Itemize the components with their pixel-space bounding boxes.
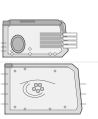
- Circle shape: [24, 68, 26, 70]
- FancyBboxPatch shape: [63, 32, 77, 36]
- Circle shape: [49, 53, 51, 55]
- Circle shape: [14, 106, 16, 108]
- Circle shape: [38, 83, 42, 87]
- Polygon shape: [5, 64, 82, 114]
- Circle shape: [11, 53, 13, 55]
- Polygon shape: [40, 45, 61, 47]
- Circle shape: [54, 53, 56, 55]
- Circle shape: [24, 108, 26, 110]
- Polygon shape: [40, 33, 61, 35]
- Circle shape: [29, 53, 31, 55]
- Polygon shape: [3, 21, 68, 57]
- Circle shape: [14, 70, 16, 72]
- Polygon shape: [5, 64, 12, 67]
- Circle shape: [34, 83, 38, 87]
- Polygon shape: [40, 37, 61, 39]
- Circle shape: [54, 70, 56, 72]
- Circle shape: [49, 108, 51, 110]
- Circle shape: [36, 89, 40, 93]
- Polygon shape: [60, 21, 68, 51]
- Ellipse shape: [12, 37, 24, 51]
- Circle shape: [32, 87, 36, 91]
- FancyBboxPatch shape: [63, 40, 77, 44]
- Polygon shape: [10, 67, 78, 110]
- Polygon shape: [8, 24, 62, 54]
- Ellipse shape: [11, 35, 25, 53]
- FancyBboxPatch shape: [63, 37, 77, 40]
- Polygon shape: [3, 21, 10, 25]
- Circle shape: [40, 87, 44, 91]
- Polygon shape: [40, 41, 61, 43]
- Circle shape: [11, 50, 13, 52]
- Polygon shape: [8, 20, 62, 25]
- Circle shape: [29, 48, 31, 50]
- FancyBboxPatch shape: [63, 45, 77, 48]
- Circle shape: [64, 106, 66, 108]
